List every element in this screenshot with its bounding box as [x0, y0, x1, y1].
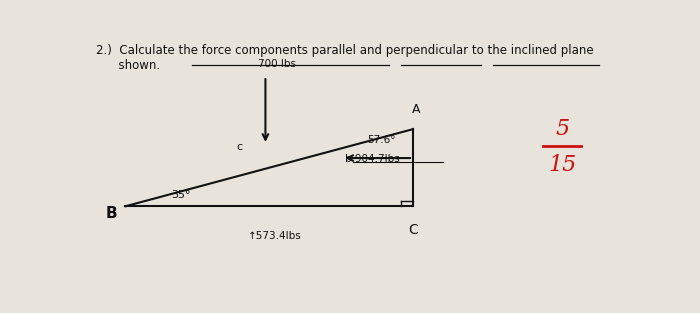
- Text: 35°: 35°: [172, 190, 191, 200]
- Text: ↑573.4lbs: ↑573.4lbs: [248, 231, 302, 241]
- Text: b 904.7lbs: b 904.7lbs: [345, 154, 400, 164]
- Text: shown.: shown.: [96, 59, 160, 72]
- Text: c: c: [237, 142, 243, 152]
- Text: C: C: [408, 223, 418, 237]
- Text: A: A: [412, 103, 420, 116]
- Text: 5: 5: [555, 118, 569, 140]
- Text: 57.6°: 57.6°: [367, 135, 395, 145]
- Text: 15: 15: [548, 154, 576, 176]
- Text: B: B: [106, 206, 118, 221]
- Text: 2.)  Calculate the force components parallel and perpendicular to the inclined p: 2.) Calculate the force components paral…: [96, 44, 594, 57]
- Text: 700 lbs: 700 lbs: [258, 59, 296, 69]
